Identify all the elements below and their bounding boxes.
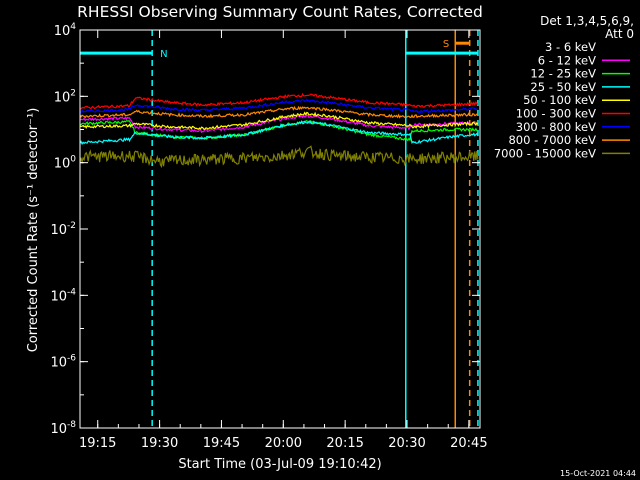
series-lines — [80, 92, 479, 169]
x-tick-label: 20:45 — [450, 436, 487, 451]
x-axis-ticks: 19:15 19:30 19:45 20:00 20:15 20:30 20:45 — [79, 30, 488, 451]
y-tick-label-base: 10 — [50, 422, 67, 437]
y-tick-label-exponent: 2 — [70, 88, 76, 98]
footer-timestamp: 15-Oct-2021 04:44 — [560, 469, 636, 478]
series-line — [80, 105, 478, 119]
legend-header-line-2: Att 0 — [605, 27, 634, 41]
x-axis-label: Start Time (03-Jul-09 19:10:42) — [178, 457, 381, 472]
x-tick-label: 20:15 — [326, 436, 363, 451]
y-tick-label-exponent: -8 — [67, 420, 76, 430]
series-line — [80, 92, 478, 110]
legend-label: 7000 - 15000 keV — [494, 146, 596, 160]
x-tick-label: 19:30 — [141, 436, 178, 451]
y-tick-label: 10-2 — [50, 221, 76, 238]
legend-label: 6 - 12 keV — [538, 53, 596, 67]
y-tick-label: 10-6 — [50, 354, 76, 371]
legend-label: 100 - 300 keV — [516, 107, 596, 121]
y-tick-label: 102 — [54, 88, 76, 105]
legend-label: 25 - 50 keV — [530, 80, 596, 94]
y-tick-label: 10-8 — [50, 420, 76, 437]
x-tick-label: 19:45 — [203, 436, 240, 451]
y-tick-label: 104 — [54, 22, 77, 39]
legend-label: 50 - 100 keV — [523, 93, 596, 107]
y-tick-label-exponent: -4 — [67, 287, 76, 297]
y-axis-label: Corrected Count Rate (s⁻¹ detector⁻¹) — [26, 108, 41, 353]
y-tick-label: 10-4 — [50, 287, 76, 304]
y-tick-label-exponent: -2 — [67, 221, 76, 231]
y-tick-label-exponent: 0 — [70, 155, 76, 165]
annotation-label: N — [160, 49, 167, 60]
legend-label: 3 - 6 keV — [545, 40, 596, 54]
x-tick-label: 20:30 — [388, 436, 425, 451]
y-tick-label-exponent: -6 — [67, 354, 76, 364]
x-tick-label: 20:00 — [265, 436, 302, 451]
y-tick-label-base: 10 — [54, 157, 71, 172]
annotation-bars: NS — [80, 39, 478, 60]
series-line — [80, 145, 479, 169]
y-tick-label: 100 — [54, 155, 77, 172]
legend-label: 12 - 25 keV — [530, 67, 596, 81]
legend-label: 800 - 7000 keV — [508, 133, 596, 147]
chart-title: RHESSI Observing Summary Count Rates, Co… — [77, 3, 483, 21]
series-line — [80, 98, 479, 114]
y-tick-label-exponent: 4 — [70, 22, 76, 32]
series-line — [80, 111, 479, 130]
series-line — [80, 120, 479, 146]
legend-label: 300 - 800 keV — [516, 120, 596, 134]
y-tick-label-base: 10 — [50, 356, 67, 371]
x-tick-label: 19:15 — [79, 436, 116, 451]
annotation-label: S — [443, 39, 449, 50]
y-tick-label-base: 10 — [54, 24, 71, 39]
y-tick-label-base: 10 — [50, 289, 67, 304]
y-tick-label-base: 10 — [54, 90, 71, 105]
y-tick-label-base: 10 — [50, 223, 67, 238]
legend-header-line-1: Det 1,3,4,5,6,9, — [540, 14, 634, 28]
